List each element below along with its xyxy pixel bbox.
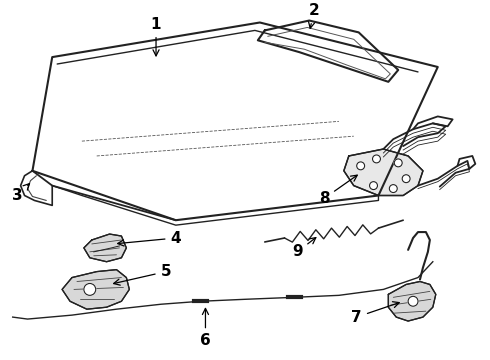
Polygon shape	[389, 282, 436, 321]
Polygon shape	[84, 234, 126, 262]
Circle shape	[369, 182, 377, 190]
Text: 2: 2	[309, 3, 319, 28]
Text: 8: 8	[319, 175, 357, 206]
Circle shape	[372, 155, 380, 163]
Polygon shape	[62, 270, 129, 309]
Circle shape	[408, 296, 418, 306]
Text: 1: 1	[151, 17, 161, 56]
Text: 5: 5	[114, 264, 171, 285]
Polygon shape	[344, 149, 423, 195]
Circle shape	[394, 159, 402, 167]
Text: 9: 9	[292, 238, 316, 259]
Text: 3: 3	[12, 184, 29, 203]
Text: 7: 7	[351, 302, 399, 325]
Circle shape	[84, 283, 96, 295]
Circle shape	[390, 185, 397, 193]
Circle shape	[357, 162, 365, 170]
Text: 4: 4	[118, 230, 181, 246]
Circle shape	[402, 175, 410, 183]
Text: 6: 6	[200, 309, 211, 348]
